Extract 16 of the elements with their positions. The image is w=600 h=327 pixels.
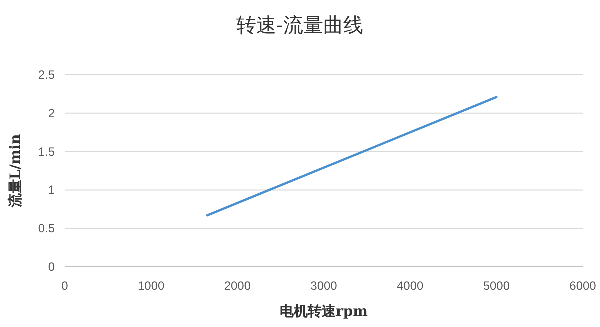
y-tick-label: 2 xyxy=(48,106,56,120)
x-tick-label: 4000 xyxy=(396,279,424,293)
y-tick-label: 0 xyxy=(48,260,56,274)
x-tick-label: 2000 xyxy=(224,279,252,293)
y-tick-label: 2.5 xyxy=(38,68,56,82)
y-tick-label: 1.5 xyxy=(38,144,56,159)
chart-title: 转速-流量曲线 xyxy=(236,13,364,37)
x-tick-label: 5000 xyxy=(483,279,510,293)
y-axis-title: 流量L/min xyxy=(7,134,24,209)
x-tick-label: 0 xyxy=(62,279,69,293)
x-tick-label: 6000 xyxy=(570,279,597,293)
x-tick-label: 3000 xyxy=(310,279,338,293)
x-tick-label: 1000 xyxy=(138,279,166,293)
y-tick-label: 1 xyxy=(48,183,56,198)
y-tick-label: 0.5 xyxy=(38,222,56,236)
x-axis-title: 电机转速rpm xyxy=(280,304,368,320)
